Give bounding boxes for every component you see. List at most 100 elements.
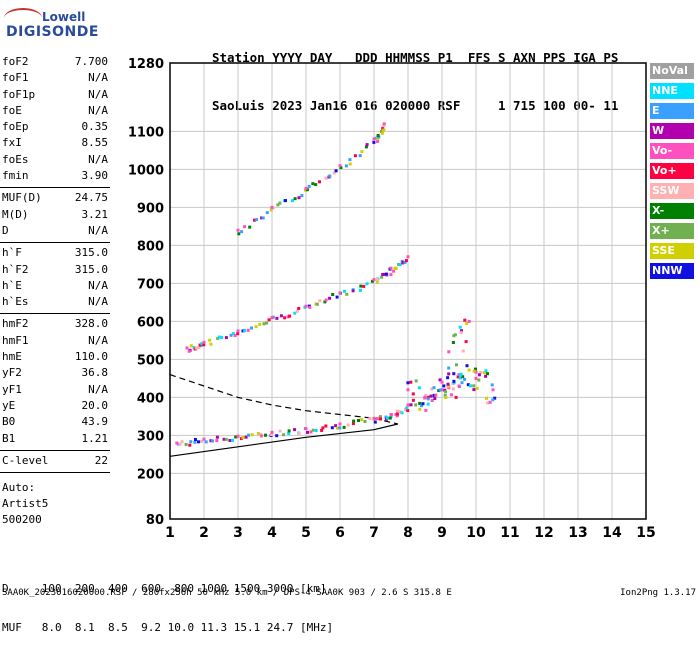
echo-point bbox=[459, 331, 463, 335]
param-row-h-es: h`Es N/A bbox=[0, 295, 112, 311]
echo-point bbox=[234, 435, 238, 439]
echo-point bbox=[486, 372, 489, 376]
echo-point bbox=[331, 293, 335, 296]
param-value: 8.55 bbox=[81, 136, 109, 150]
param-row-h-e: h`E N/A bbox=[0, 279, 112, 295]
echo-point bbox=[262, 322, 266, 326]
echo-point bbox=[248, 225, 252, 229]
echo-point bbox=[493, 396, 497, 400]
profile-curve-dashed bbox=[169, 374, 398, 425]
param-row-c-level: C-level 22 bbox=[0, 454, 112, 470]
echo-point bbox=[456, 375, 460, 379]
echo-point bbox=[202, 437, 206, 441]
echo-point bbox=[342, 425, 346, 429]
param-value: N/A bbox=[88, 103, 108, 117]
echo-point bbox=[458, 376, 462, 380]
echo-point bbox=[258, 322, 262, 326]
echo-point bbox=[432, 386, 436, 390]
echo-point bbox=[447, 366, 451, 370]
ionogram-chart: 1 2 3 4 5 6 7 8 9 10 11 12 13 14 158020030040050060070… bbox=[128, 57, 656, 541]
echo-point bbox=[224, 437, 228, 441]
param-value: 22 bbox=[94, 453, 108, 467]
echo-point bbox=[184, 443, 188, 446]
echo-point bbox=[215, 439, 219, 443]
echo-point bbox=[278, 429, 282, 433]
param-value: N/A bbox=[88, 87, 108, 101]
param-key: foF1 bbox=[2, 71, 29, 85]
y-tick-label: 500 bbox=[137, 353, 164, 368]
param-value: 110.0 bbox=[74, 350, 108, 364]
param-key: hmF1 bbox=[2, 333, 29, 347]
param-row-b1: B1 1.21 bbox=[0, 432, 112, 448]
echo-point bbox=[360, 150, 364, 154]
echo-point bbox=[260, 216, 264, 220]
echo-point bbox=[438, 378, 442, 382]
param-row-fmin: fmin 3.90 bbox=[0, 169, 112, 185]
echo-point bbox=[426, 395, 430, 399]
echo-point bbox=[344, 164, 348, 168]
echo-point bbox=[247, 433, 251, 437]
echo-point bbox=[474, 367, 477, 371]
x-tick-label: 2 bbox=[199, 525, 209, 541]
echo-point bbox=[318, 299, 322, 303]
echo-point bbox=[398, 410, 402, 414]
echo-point bbox=[418, 407, 422, 411]
param-row-yf1: yF1 N/A bbox=[0, 383, 112, 399]
echo-point bbox=[380, 131, 384, 135]
echo-point bbox=[343, 289, 346, 293]
param-key: foE bbox=[2, 103, 22, 117]
echo-point bbox=[284, 199, 287, 203]
param-row-hmf1: hmF1 N/A bbox=[0, 334, 112, 350]
header-line-1: Station YYYY DAY DDD HHMMSS P1 FFS S AXN… bbox=[212, 50, 619, 65]
echo-point bbox=[484, 369, 488, 373]
echo-point bbox=[338, 426, 342, 430]
echo-point bbox=[392, 269, 396, 273]
echo-point bbox=[382, 122, 386, 126]
param-row-muf-d-: MUF(D) 24.75 bbox=[0, 191, 112, 207]
echo-point bbox=[396, 412, 400, 416]
echo-point bbox=[228, 439, 232, 442]
echo-point bbox=[458, 325, 462, 329]
y-tick-label: 80 bbox=[146, 513, 164, 528]
legend-item-vo-: Vo- bbox=[650, 143, 694, 159]
echo-point bbox=[389, 266, 393, 270]
param-value: N/A bbox=[88, 223, 108, 237]
echo-point bbox=[324, 298, 328, 302]
echo-point bbox=[414, 379, 418, 383]
param-key: yF2 bbox=[2, 366, 22, 380]
auto-scaling-info: Auto: Artist5 500200 bbox=[2, 480, 48, 528]
param-row-fof1: foF1 N/A bbox=[0, 71, 112, 87]
echo-point bbox=[297, 431, 301, 435]
echo-point bbox=[215, 435, 219, 439]
y-tick-label: 200 bbox=[137, 467, 164, 482]
x-tick-label: 3 bbox=[233, 525, 243, 541]
echo-point bbox=[429, 394, 433, 398]
echo-point bbox=[259, 434, 263, 438]
echo-point bbox=[351, 422, 355, 426]
echo-point bbox=[300, 194, 304, 198]
legend-item-ssw: SSW bbox=[650, 183, 694, 199]
station-header: Station YYYY DAY DDD HHMMSS P1 FFS S AXN… bbox=[212, 18, 618, 130]
echo-point bbox=[236, 434, 240, 438]
echo-point bbox=[189, 344, 193, 348]
echo-point bbox=[444, 390, 447, 394]
plot-frame bbox=[169, 62, 647, 520]
version-label: Ion2Png 1.3.17 bbox=[620, 588, 696, 598]
echo-point bbox=[411, 398, 415, 402]
echo-point bbox=[372, 278, 376, 282]
y-tick-label: 800 bbox=[137, 239, 164, 254]
echo-point bbox=[484, 374, 488, 378]
echo-point bbox=[451, 341, 455, 344]
echo-point bbox=[362, 284, 366, 288]
echo-point bbox=[472, 369, 476, 373]
echo-point bbox=[406, 388, 410, 392]
param-key: B1 bbox=[2, 431, 16, 445]
echo-point bbox=[426, 397, 430, 401]
echo-point bbox=[389, 413, 393, 416]
echo-point bbox=[461, 375, 465, 379]
param-row-foe: foE N/A bbox=[0, 104, 112, 120]
x-tick-label: 8 bbox=[403, 525, 413, 541]
echo-point bbox=[198, 343, 202, 347]
echo-point bbox=[379, 417, 382, 421]
echo-point bbox=[279, 314, 283, 318]
